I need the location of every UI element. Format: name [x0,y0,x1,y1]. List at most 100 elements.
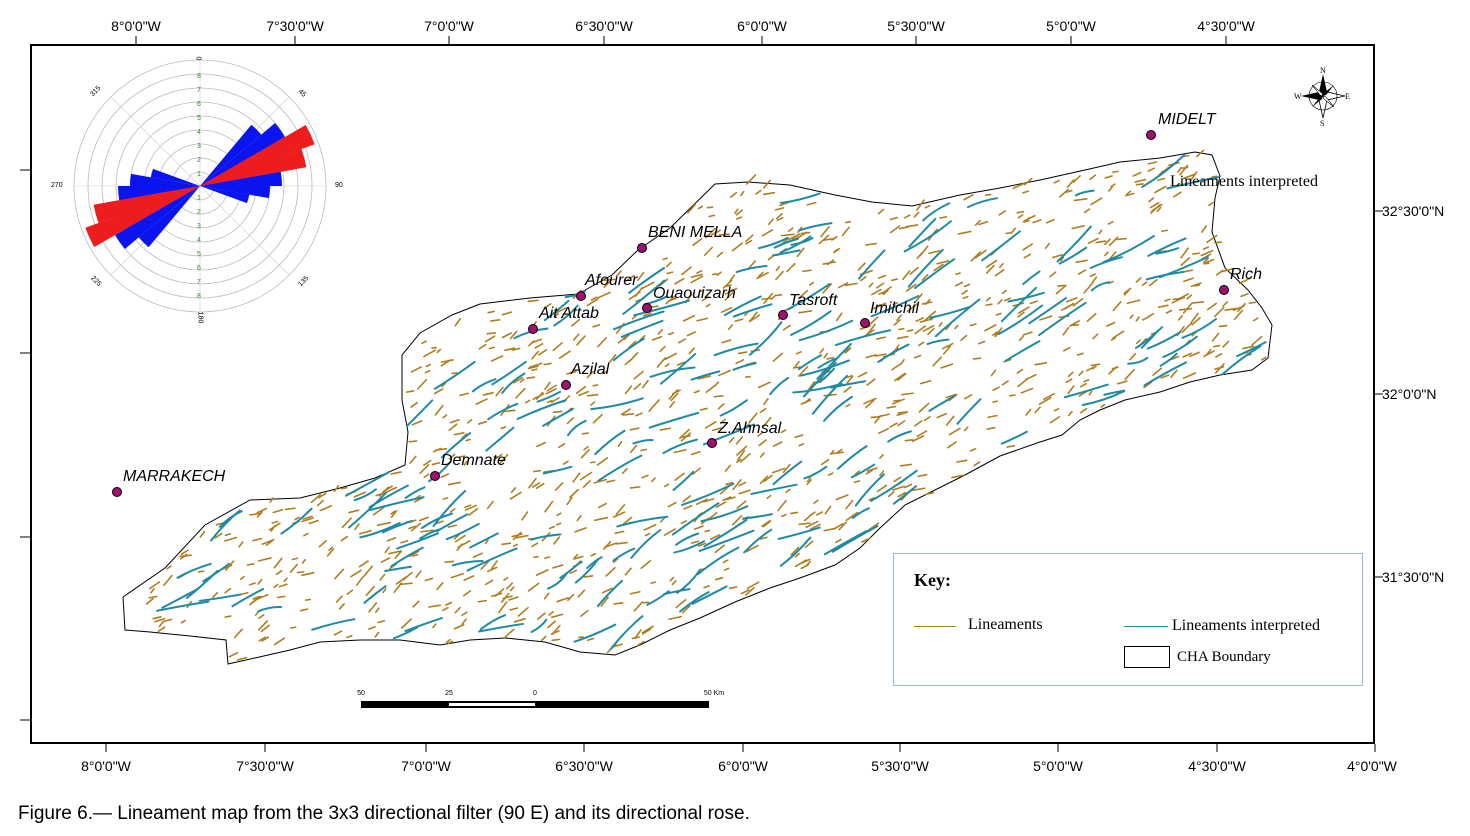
lineament-segment [527,365,539,370]
lineament-segment [957,230,972,235]
lineament-segment [772,352,784,362]
rose-petal [200,123,285,186]
lineament-segment [500,426,507,430]
lineament-segment [477,599,487,603]
lineament-segment [1066,179,1075,188]
lineament-segment [601,370,609,374]
lineament-segment [722,279,733,289]
lineament-segment [939,215,948,219]
lineament-segment [710,229,721,236]
lineament-segment [1034,406,1041,414]
lineament-segment [737,351,748,355]
lineament-segment [432,623,437,629]
lineament-segment [686,331,696,337]
lineament-segment [304,598,312,601]
lineament-interpreted-segment [381,519,413,534]
lineament-segment [412,553,419,557]
rose-ring-label: 2 [197,157,201,164]
lineament-segment [738,489,751,495]
lineament-segment [671,389,681,395]
city-label-marrakech: MARRAKECH [123,468,226,485]
lineament-segment [425,363,431,368]
lineament-segment [495,386,504,397]
lineament-segment [670,393,679,402]
lineament-segment [986,426,996,430]
lineament-interpreted-segment [597,454,643,482]
lon-label-top: 7°0'0"W [424,18,474,34]
lineament-segment [1023,216,1031,222]
lineament-segment [546,384,557,392]
lineament-segment [844,282,858,287]
lineament-segment [1135,316,1140,322]
lineament-segment [504,347,516,352]
lineament-segment [1059,188,1070,198]
lineament-segment [450,572,465,579]
lineament-segment [547,620,557,629]
lineament-segment [555,307,567,314]
lineament-segment [762,191,776,196]
lineament-segment [487,310,495,314]
lineament-segment [794,552,800,558]
lineament-segment [794,360,800,368]
lineament-segment [1017,377,1029,388]
lineament-segment [680,520,688,525]
lineament-interpreted-segment [703,518,748,548]
lineament-segment [683,504,693,510]
lineament-segment [1132,171,1142,177]
lineament-segment [1067,371,1074,378]
city-marker-marrakech [112,487,122,497]
lineament-segment [1149,201,1160,209]
lineament-segment [918,402,930,413]
lineament-segment [806,201,817,206]
lineament-segment [806,476,812,483]
lineament-segment [553,313,560,318]
lineament-segment [651,477,656,483]
lineament-interpreted-segment [347,491,388,529]
lineament-segment [798,443,805,447]
lineament-segment [233,628,243,639]
lineament-segment [763,474,773,483]
lineament-segment [668,615,683,621]
lineament-segment [1090,197,1103,206]
lineament-segment [558,442,566,449]
lineament-interpreted-segment [479,614,507,631]
lineament-interpreted-segment [445,522,480,541]
lineament-segment [914,325,927,335]
lineament-segment [458,455,466,458]
lineament-interpreted-segment [451,559,484,567]
lineament-segment [442,414,448,419]
lineament-segment [725,284,732,288]
lineament-interpreted-segment [691,585,728,605]
lineament-segment [333,630,343,636]
lineament-segment [946,342,954,348]
lineament-segment [410,401,418,408]
lineament-segment [532,393,545,400]
lineament-segment [643,523,657,531]
lineament-segment [815,511,824,516]
lineament-segment [180,549,189,556]
lineament-interpreted-segment [681,482,735,506]
lineament-interpreted-segment [1102,234,1155,264]
lineament-segment [576,335,586,346]
lineament-segment [148,595,158,599]
map-label-lineaments-interpreted: Lineaments interpreted [1170,173,1318,190]
lineament-segment [505,582,514,590]
city-label-imilchil: Imilchil [870,300,919,317]
lineament-segment [731,242,744,252]
lineament-interpreted-segment [858,249,886,280]
lineament-segment [524,399,531,404]
lineament-interpreted-segment [633,299,690,317]
city-marker-demnate [430,471,440,481]
rose-ring-label: 7 [197,87,201,94]
lineament-segment [921,273,929,281]
lineament-segment [478,343,487,350]
lineament-interpreted-segment [697,546,740,576]
lineament-segment [1077,269,1087,275]
lineament-interpreted-segment [161,587,200,609]
lineament-segment [358,560,369,568]
lineament-interpreted-segment [369,496,425,512]
lineament-segment [464,504,472,509]
lineament-segment [759,475,769,485]
lineament-interpreted-segment [359,522,401,539]
lineament-segment [928,249,941,255]
